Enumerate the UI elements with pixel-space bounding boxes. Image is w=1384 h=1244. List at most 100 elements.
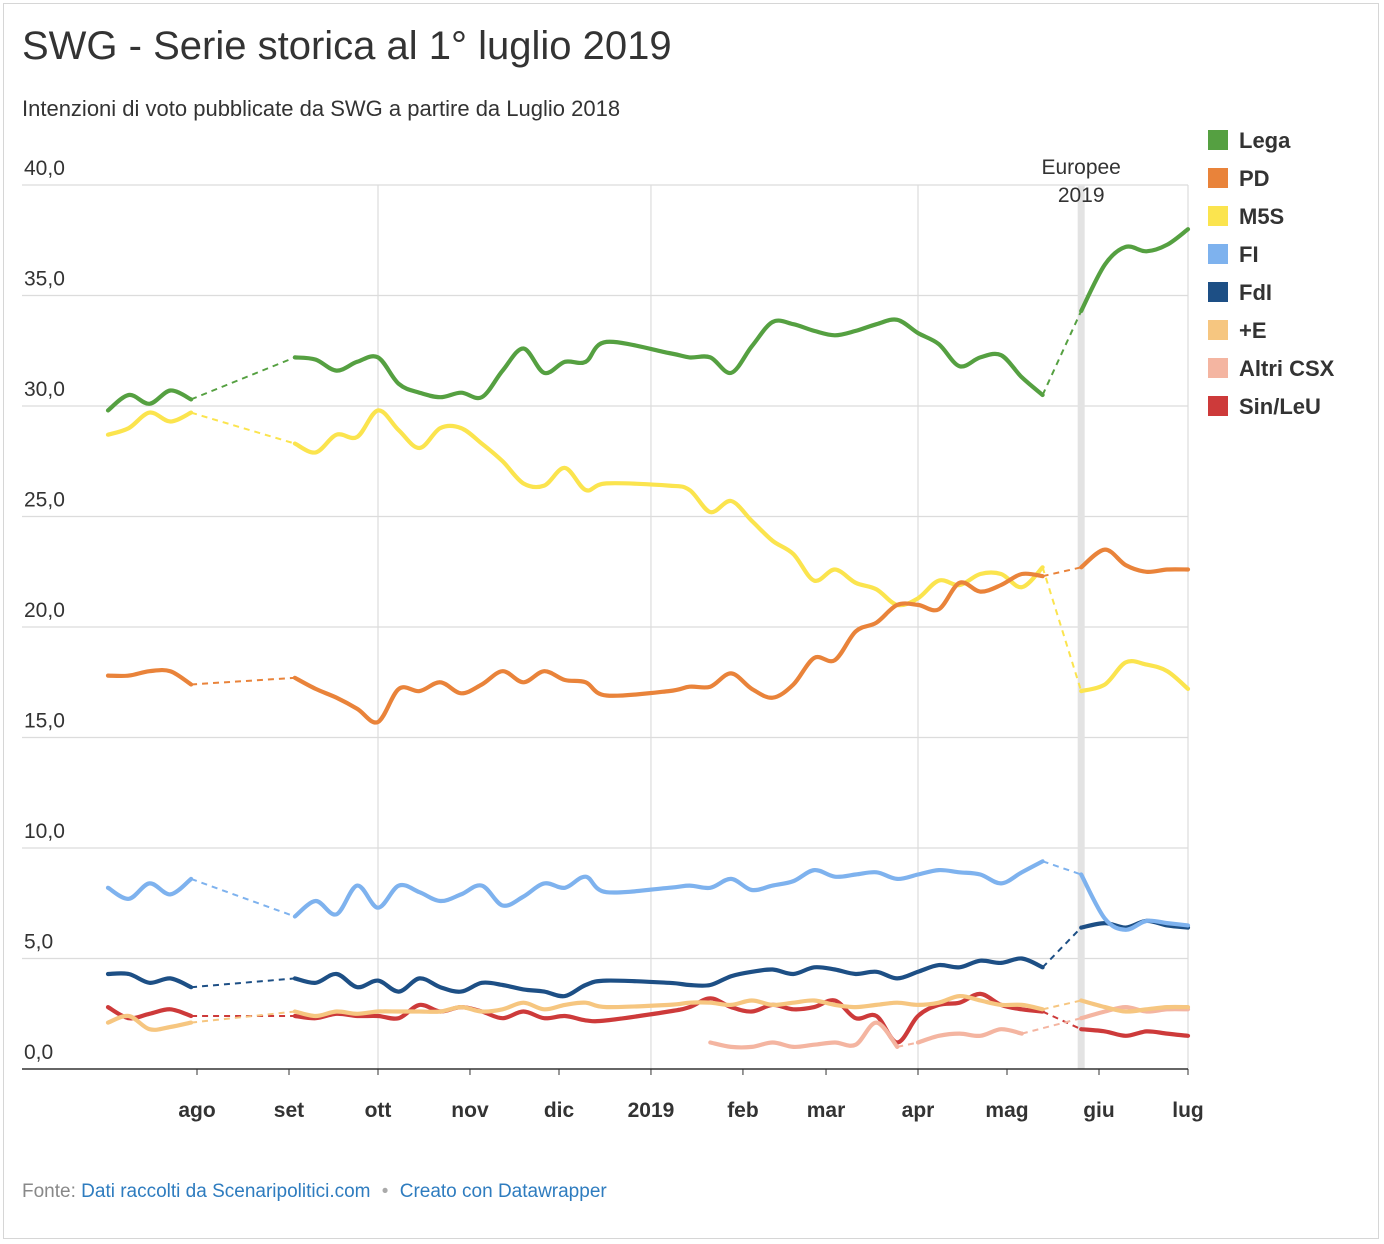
series-line-altri-csx xyxy=(708,1020,900,1050)
series-gap-altri-csx xyxy=(1021,1017,1082,1035)
x-tick-label: ago xyxy=(178,1099,215,1122)
legend-swatch xyxy=(1208,358,1228,378)
legend-item-altri-csx: Altri CSX xyxy=(1208,356,1335,381)
series-line-m5s xyxy=(105,410,194,437)
series-gap-e xyxy=(1042,999,1082,1011)
series-line-fdi xyxy=(292,956,1045,999)
y-tick-label: 30,0 xyxy=(24,378,65,401)
chart-title: SWG - Serie storica al 1° luglio 2019 xyxy=(22,24,672,68)
series-line-e xyxy=(1079,998,1191,1014)
y-tick-label: 10,0 xyxy=(24,820,65,843)
series-gap-fi xyxy=(190,877,296,918)
y-tick-label: 5,0 xyxy=(24,931,53,954)
series-gap-pd xyxy=(1042,566,1082,578)
y-tick-label: 25,0 xyxy=(24,489,65,512)
series-line-e xyxy=(292,993,1045,1019)
legend-item-lega: Lega xyxy=(1208,128,1291,153)
legend-label: +E xyxy=(1239,318,1267,343)
axes: 0,0 5,0 10,0 15,0 20,0 25,0 30,0 35,0 40,0 ago set… xyxy=(22,157,1204,1122)
series-line-pd xyxy=(1079,547,1191,575)
series-line-pd xyxy=(292,571,1045,725)
legend-item-fi: FI xyxy=(1208,242,1259,267)
legend-item-e: +E xyxy=(1208,318,1267,343)
x-tick-label: mar xyxy=(807,1099,846,1122)
annotation-europee: Europee 2019 xyxy=(1041,156,1121,1069)
y-tick-label: 40,0 xyxy=(24,157,65,180)
series-gap-fi xyxy=(1042,860,1082,876)
datawrapper-link[interactable]: Creato con Datawrapper xyxy=(399,1181,607,1202)
series-line-sin-leu xyxy=(292,991,1045,1045)
y-tick-label: 35,0 xyxy=(24,268,65,291)
legend: Lega PD M5S FI FdI +E Altri CSX Sin/LeU xyxy=(1208,128,1335,419)
legend-label: FI xyxy=(1239,242,1259,267)
x-tick-label: 2019 xyxy=(628,1099,675,1122)
series-line-lega xyxy=(292,317,1045,401)
annotation-label: Europee xyxy=(1041,156,1120,179)
series-gap-pd xyxy=(191,676,295,686)
legend-label: Lega xyxy=(1239,128,1291,153)
x-tick-label: dic xyxy=(544,1099,575,1122)
annotation-label: 2019 xyxy=(1058,184,1105,207)
series-gap-m5s xyxy=(190,411,296,445)
legend-item-fdi: FdI xyxy=(1208,280,1272,305)
series-line-pd xyxy=(105,667,194,687)
series-line-lega xyxy=(105,388,194,413)
series-gap-lega xyxy=(1041,310,1083,396)
x-tick-label: lug xyxy=(1172,1099,1204,1122)
legend-swatch xyxy=(1208,396,1228,416)
series-line-m5s xyxy=(292,408,1045,608)
legend-swatch xyxy=(1208,130,1228,150)
legend-swatch xyxy=(1208,282,1228,302)
series-gap-fdi xyxy=(1041,926,1082,969)
legend-label: FdI xyxy=(1239,280,1272,305)
y-tick-label: 0,0 xyxy=(24,1041,53,1064)
series-lega xyxy=(105,227,1191,413)
annotation-band xyxy=(1077,185,1085,1069)
y-tick-label: 15,0 xyxy=(24,710,65,733)
series-line-fi xyxy=(292,859,1045,919)
x-tick-label: giu xyxy=(1083,1099,1115,1122)
series-lines xyxy=(105,227,1191,1050)
x-tick-label: feb xyxy=(727,1099,759,1122)
legend-label: Altri CSX xyxy=(1239,356,1335,381)
series-line-fdi xyxy=(105,971,194,990)
series-gap-altri-csx xyxy=(897,1041,919,1048)
series-e xyxy=(105,993,1191,1032)
legend-swatch xyxy=(1208,206,1228,226)
series-gap-fdi xyxy=(190,977,296,989)
series-pd xyxy=(105,547,1191,725)
series-altri-csx xyxy=(708,1005,1191,1050)
legend-item-sin-leu: Sin/LeU xyxy=(1208,394,1321,419)
series-line-sin-leu xyxy=(1079,1027,1191,1038)
series-m5s xyxy=(105,408,1191,694)
legend-item-m5s: M5S xyxy=(1208,204,1284,229)
grid xyxy=(22,184,1189,1069)
series-gap-lega xyxy=(190,356,296,401)
legend-item-pd: PD xyxy=(1208,166,1270,191)
series-fi xyxy=(105,859,1191,932)
y-tick-label: 20,0 xyxy=(24,599,65,622)
series-line-fi xyxy=(105,876,194,901)
legend-label: M5S xyxy=(1239,204,1284,229)
x-tick-label: mag xyxy=(985,1099,1028,1122)
legend-swatch xyxy=(1208,320,1228,340)
x-tick-label: set xyxy=(274,1099,304,1122)
source-link[interactable]: Dati raccolti da Scenaripolitici.com xyxy=(81,1181,371,1202)
legend-label: PD xyxy=(1239,166,1270,191)
series-line-altri-csx xyxy=(915,1027,1024,1045)
legend-swatch xyxy=(1208,168,1228,188)
series-sin-leu xyxy=(105,991,1191,1045)
footer-prefix: Fonte: xyxy=(22,1181,76,1202)
series-line-m5s xyxy=(1079,659,1191,694)
x-tick-label: apr xyxy=(902,1099,935,1122)
x-tick-label: ott xyxy=(365,1099,392,1122)
series-gap-sin-leu xyxy=(1042,1010,1082,1031)
footer: Fonte: Dati raccolti da Scenaripolitici.… xyxy=(22,1181,607,1203)
chart-subtitle: Intenzioni di voto pubblicate da SWG a p… xyxy=(22,96,621,121)
series-line-fi xyxy=(1079,872,1191,932)
footer-separator: • xyxy=(381,1181,389,1202)
legend-label: Sin/LeU xyxy=(1239,394,1321,419)
series-line-e xyxy=(105,1013,194,1032)
series-gap-e xyxy=(190,1010,296,1024)
